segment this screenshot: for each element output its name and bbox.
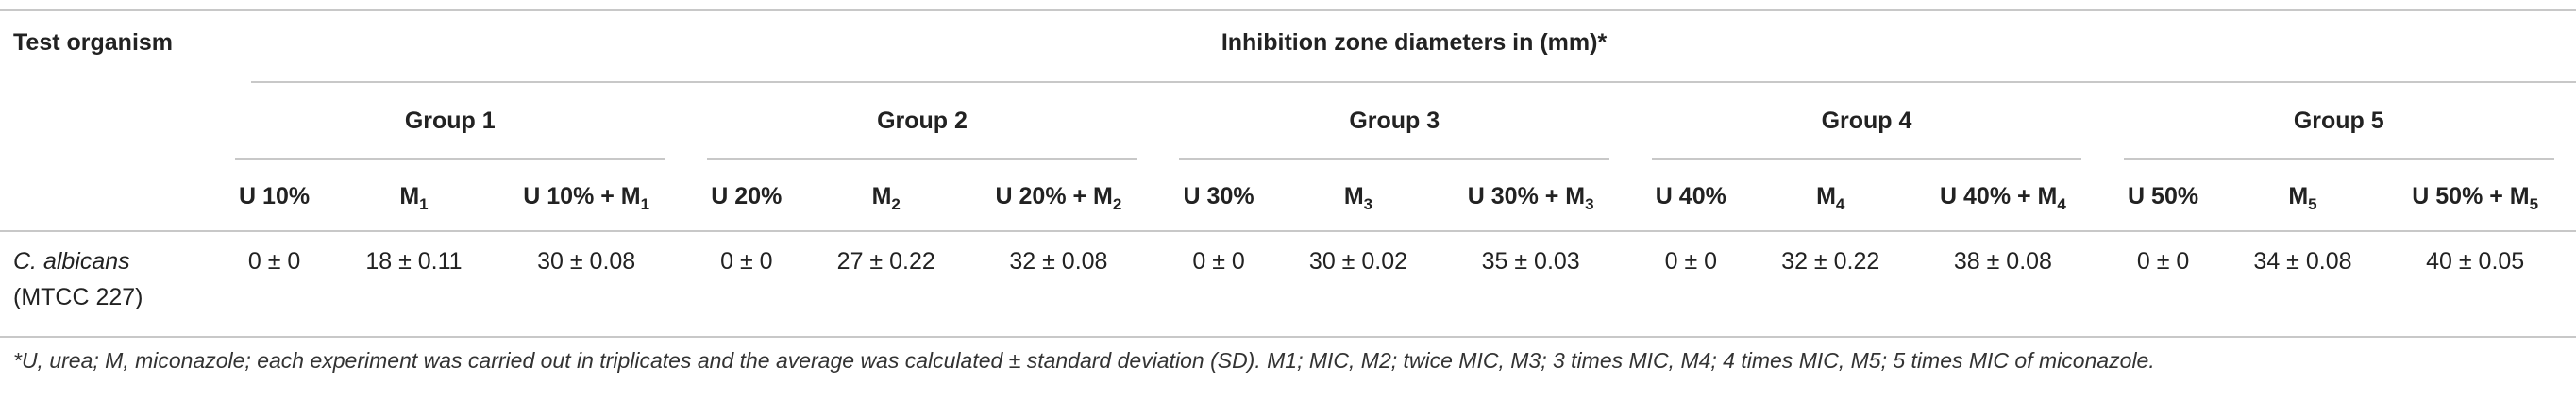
group-rule <box>707 158 1137 160</box>
column-label: U 20% + M <box>995 183 1113 209</box>
group-header: Group 4 <box>1821 108 1912 134</box>
column-header: U 30% <box>1184 182 1254 210</box>
column-header: M5 <box>2288 182 2316 219</box>
column-subscript: 3 <box>1585 195 1594 213</box>
column-subscript: 5 <box>2308 195 2317 213</box>
column-label: U 30% + M <box>1467 183 1586 209</box>
column-header: U 50% + M5 <box>2412 182 2538 219</box>
cell: 30 ± 0.08 <box>537 248 636 275</box>
rule <box>0 9 2576 11</box>
column-subscript: 1 <box>640 195 650 213</box>
column-subscript: 4 <box>1835 195 1845 213</box>
cell: 0 ± 0 <box>247 248 301 275</box>
column-label: U 50% + M <box>2412 183 2530 209</box>
group-header: Group 1 <box>404 108 496 134</box>
column-label: U 50% <box>2128 183 2199 209</box>
column-header: U 50% <box>2128 182 2198 210</box>
column-header: M4 <box>1816 182 1844 219</box>
cell: 0 ± 0 <box>1192 248 1245 275</box>
group-header: Group 5 <box>2293 108 2384 134</box>
column-label: M <box>2288 183 2309 209</box>
column-label: U 40% <box>1655 183 1726 209</box>
cell: 34 ± 0.08 <box>2253 248 2352 275</box>
group-header: Group 2 <box>877 108 968 134</box>
column-header: U 40% <box>1656 182 1726 210</box>
column-subscript: 5 <box>2529 195 2539 213</box>
cell: 0 ± 0 <box>1664 248 1718 275</box>
column-subscript: 3 <box>1363 195 1373 213</box>
cell: 30 ± 0.02 <box>1308 248 1408 275</box>
footnote: *U, urea; M, miconazole; each experiment… <box>13 348 2155 373</box>
rule <box>0 336 2576 338</box>
column-subscript: 4 <box>2057 195 2066 213</box>
cell: 0 ± 0 <box>2136 248 2190 275</box>
rule <box>0 230 2576 232</box>
group-rule <box>1179 158 1610 160</box>
rule <box>251 81 2576 83</box>
column-subscript: 2 <box>1112 195 1122 213</box>
column-label: U 20% <box>711 183 783 209</box>
column-header: M3 <box>1344 182 1372 219</box>
column-header: U 10% <box>239 182 310 210</box>
column-label: M <box>1343 183 1364 209</box>
row-header: Test organism <box>13 29 174 56</box>
column-header: U 40% + M4 <box>1940 182 2066 219</box>
column-subscript: 1 <box>419 195 429 213</box>
column-header: U 20% <box>711 182 782 210</box>
strain: (MTCC 227) <box>13 284 143 310</box>
column-header: M1 <box>399 182 428 219</box>
column-header: U 10% + M1 <box>523 182 649 219</box>
cell: 18 ± 0.11 <box>365 248 463 275</box>
cell: 32 ± 0.22 <box>1781 248 1880 275</box>
column-header: M2 <box>872 182 901 219</box>
group-rule <box>234 158 665 160</box>
column-label: M <box>871 183 892 209</box>
column-label: M <box>1816 183 1836 209</box>
cell: 38 ± 0.08 <box>1953 248 2052 275</box>
column-label: U 40% + M <box>1940 183 2058 209</box>
group-rule <box>1651 158 2082 160</box>
cell: 40 ± 0.05 <box>2426 248 2525 275</box>
organism: C. albicans <box>13 248 130 275</box>
column-header: U 30% + M3 <box>1468 182 1594 219</box>
column-subscript: 2 <box>891 195 901 213</box>
column-label: U 10% <box>239 183 311 209</box>
span-header: Inhibition zone diameters in (mm)* <box>1221 29 1608 56</box>
group-header: Group 3 <box>1349 108 1440 134</box>
cell: 27 ± 0.22 <box>836 248 935 275</box>
group-rule <box>2123 158 2554 160</box>
cell: 0 ± 0 <box>720 248 773 275</box>
column-label: U 10% + M <box>523 183 641 209</box>
cell: 35 ± 0.03 <box>1481 248 1580 275</box>
column-label: M <box>399 183 420 209</box>
cell: 32 ± 0.08 <box>1009 248 1108 275</box>
column-header: U 20% + M2 <box>996 182 1122 219</box>
column-label: U 30% <box>1183 183 1254 209</box>
